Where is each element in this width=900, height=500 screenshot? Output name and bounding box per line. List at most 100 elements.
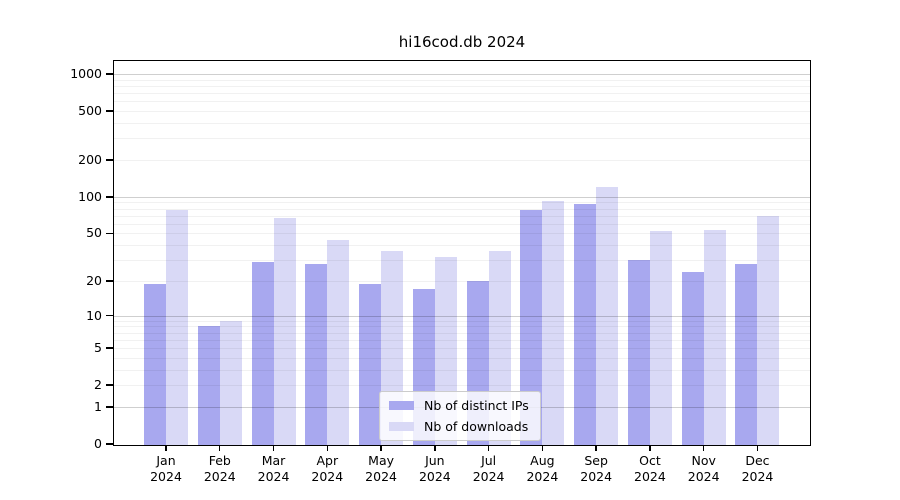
x-tick-label-sep: Sep 2024 [564,453,628,484]
y-tick-label-1000: 1000 [70,66,102,82]
x-tick-mark-jan [165,446,167,451]
y-tick-mark-5 [106,347,113,349]
bar-mar-distinct-ips [251,261,274,446]
x-tick-label-apr: Apr 2024 [295,453,359,484]
minor-gridline-30 [113,260,811,262]
x-tick-sublabel-oct: 2024 [634,468,666,484]
y-tick-mark-1000 [106,73,113,75]
y-tick-mark-500 [106,110,113,112]
bar-apr-distinct-ips [305,263,328,446]
y-tick-mark-100 [106,196,113,198]
major-gridline-10 [113,315,811,317]
bar-jan-downloads [166,210,188,446]
x-tick-sublabel-mar: 2024 [257,468,290,484]
x-tick-mark-nov [703,446,705,451]
minor-gridline-8 [113,326,811,328]
minor-gridline-70 [113,215,811,217]
minor-gridline-9 [113,320,811,322]
x-tick-sublabel-sep: 2024 [580,468,613,484]
x-tick-label-aug: Aug 2024 [510,453,574,484]
legend: Nb of distinct IPs Nb of downloads [379,391,541,441]
y-tick-mark-0 [106,443,113,445]
minor-gridline-5 [113,348,811,350]
legend-label-distinct-ips: Nb of distinct IPs [424,398,529,413]
minor-gridline-80 [113,208,811,210]
y-tick-mark-20 [106,280,113,282]
x-tick-mark-dec [756,446,759,451]
bar-oct-distinct-ips [627,260,650,446]
x-tick-mark-oct [649,446,651,451]
bar-dec-distinct-ips [735,263,758,446]
y-tick-label-20: 20 [86,272,102,288]
legend-item-distinct-ips: Nb of distinct IPs [389,398,529,413]
x-tick-label-jan: Jan 2024 [134,453,198,484]
minor-gridline-400 [113,123,811,125]
y-tick-label-50: 50 [86,225,102,241]
legend-swatch-downloads [389,422,414,431]
y-tick-label-2: 2 [94,377,102,393]
bar-aug-downloads [542,200,565,446]
major-gridline-100 [113,196,811,198]
y-tick-label-5: 5 [94,340,102,356]
bar-jan-distinct-ips [144,283,166,446]
minor-gridline-200 [113,160,811,162]
minor-gridline-500 [113,111,811,113]
x-tick-mark-aug [541,446,544,451]
major-gridline-1000 [113,74,811,76]
minor-gridline-90 [113,202,811,204]
x-tick-label-jul: Jul 2024 [457,453,521,484]
bar-apr-downloads [327,240,350,446]
bar-may-distinct-ips [359,283,382,446]
minor-gridline-20 [113,280,811,282]
minor-gridline-900 [113,79,811,81]
x-tick-label-jun: Jun 2024 [403,453,467,484]
y-tick-label-100: 100 [78,188,102,204]
x-tick-sublabel-aug: 2024 [526,468,559,484]
chart-title: hi16cod.db 2024 [398,33,526,51]
y-tick-mark-1 [106,406,113,408]
legend-swatch-distinct-ips [389,401,414,410]
x-tick-mark-feb [219,446,221,451]
minor-gridline-6 [113,339,811,341]
x-tick-label-oct: Oct 2024 [618,453,682,484]
minor-gridline-800 [113,85,811,87]
x-tick-sublabel-feb: 2024 [203,468,236,484]
legend-label-downloads: Nb of downloads [424,419,529,434]
x-tick-label-mar: Mar 2024 [242,453,306,484]
x-tick-mark-apr [326,446,328,451]
bar-sep-downloads [596,186,619,446]
x-tick-mark-jul [487,446,490,451]
y-tick-label-500: 500 [78,103,102,119]
bar-oct-downloads [649,231,672,446]
y-tick-label-200: 200 [78,152,102,168]
y-tick-mark-10 [106,314,113,317]
minor-gridline-7 [113,332,811,334]
x-tick-label-may: May 2024 [349,453,413,484]
bar-aug-distinct-ips [520,210,543,446]
minor-gridline-600 [113,101,811,103]
x-tick-sublabel-jul: 2024 [472,468,505,484]
bar-feb-distinct-ips [197,326,220,446]
y-tick-mark-50 [106,232,113,235]
plot-area: Nb of distinct IPs Nb of downloads [113,60,811,446]
bar-feb-downloads [219,320,242,446]
y-tick-label-0: 0 [94,436,102,451]
minor-gridline-50 [113,233,811,235]
x-tick-label-feb: Feb 2024 [188,453,252,484]
bar-dec-downloads [757,215,780,446]
bar-nov-downloads [703,230,726,446]
x-tick-sublabel-apr: 2024 [311,468,344,484]
x-tick-sublabel-jun: 2024 [418,468,451,484]
y-tick-label-10: 10 [86,307,102,323]
x-tick-sublabel-dec: 2024 [741,468,774,484]
bar-mar-downloads [273,218,296,446]
minor-gridline-700 [113,93,811,95]
minor-gridline-60 [113,223,811,225]
x-tick-label-dec: Dec 2024 [725,453,789,484]
minor-gridline-2 [113,385,811,387]
y-tick-mark-200 [106,159,113,161]
legend-item-downloads: Nb of downloads [389,419,529,434]
x-tick-mark-mar [272,446,275,451]
x-tick-sublabel-nov: 2024 [687,468,720,484]
